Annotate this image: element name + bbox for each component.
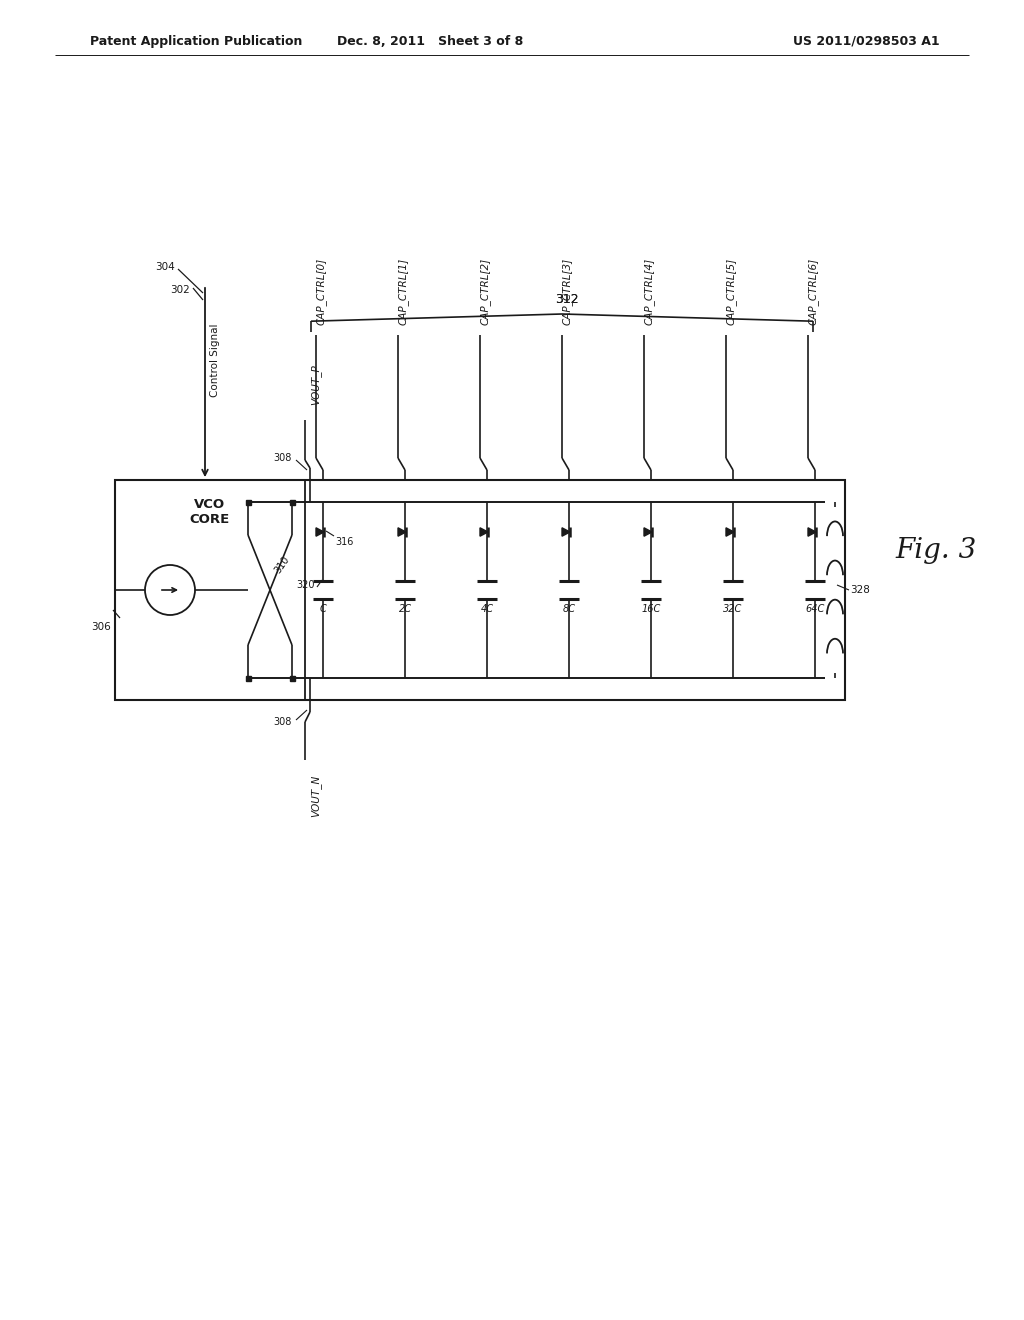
Text: 304: 304: [156, 261, 175, 272]
Text: Fig. 3: Fig. 3: [895, 536, 976, 564]
Text: 2C: 2C: [398, 605, 412, 614]
Text: CAP_CTRL[1]: CAP_CTRL[1]: [398, 257, 409, 325]
Text: Control Signal: Control Signal: [210, 323, 220, 397]
Text: 308: 308: [273, 717, 292, 727]
Text: 16C: 16C: [641, 605, 660, 614]
Text: VOUT_P: VOUT_P: [310, 364, 321, 405]
Text: CAP_CTRL[2]: CAP_CTRL[2]: [480, 257, 490, 325]
Polygon shape: [726, 528, 734, 536]
Polygon shape: [808, 528, 816, 536]
Bar: [246, 499, 251, 504]
Text: Dec. 8, 2011   Sheet 3 of 8: Dec. 8, 2011 Sheet 3 of 8: [337, 36, 523, 48]
Text: 306: 306: [91, 622, 111, 632]
Text: 4C: 4C: [480, 605, 494, 614]
Text: VCO
CORE: VCO CORE: [189, 498, 230, 525]
Text: 302: 302: [170, 285, 190, 294]
Text: C: C: [319, 605, 327, 614]
Text: 308: 308: [273, 453, 292, 463]
Text: US 2011/0298503 A1: US 2011/0298503 A1: [794, 36, 940, 48]
Text: CAP_CTRL[6]: CAP_CTRL[6]: [808, 257, 819, 325]
Polygon shape: [562, 528, 570, 536]
Text: 316: 316: [335, 537, 353, 546]
Text: VOUT_N: VOUT_N: [310, 775, 321, 817]
Text: 64C: 64C: [805, 605, 824, 614]
Text: CAP_CTRL[0]: CAP_CTRL[0]: [316, 257, 327, 325]
Polygon shape: [480, 528, 488, 536]
Polygon shape: [316, 528, 324, 536]
Polygon shape: [398, 528, 406, 536]
Bar: [115, 480, 845, 700]
Text: CAP_CTRL[5]: CAP_CTRL[5]: [726, 257, 737, 325]
Bar: [246, 676, 251, 681]
Text: CAP_CTRL[3]: CAP_CTRL[3]: [562, 257, 572, 325]
Text: Patent Application Publication: Patent Application Publication: [90, 36, 302, 48]
Text: 310: 310: [273, 554, 292, 576]
Bar: [290, 676, 295, 681]
Text: 320: 320: [297, 579, 315, 590]
Text: 32C: 32C: [723, 605, 742, 614]
Text: 312: 312: [555, 293, 579, 306]
Text: CAP_CTRL[4]: CAP_CTRL[4]: [644, 257, 655, 325]
Bar: [115, 480, 305, 700]
Text: 312: 312: [555, 293, 579, 306]
Bar: [290, 499, 295, 504]
Text: 8C: 8C: [562, 605, 575, 614]
Text: 328: 328: [850, 585, 869, 595]
Polygon shape: [644, 528, 652, 536]
